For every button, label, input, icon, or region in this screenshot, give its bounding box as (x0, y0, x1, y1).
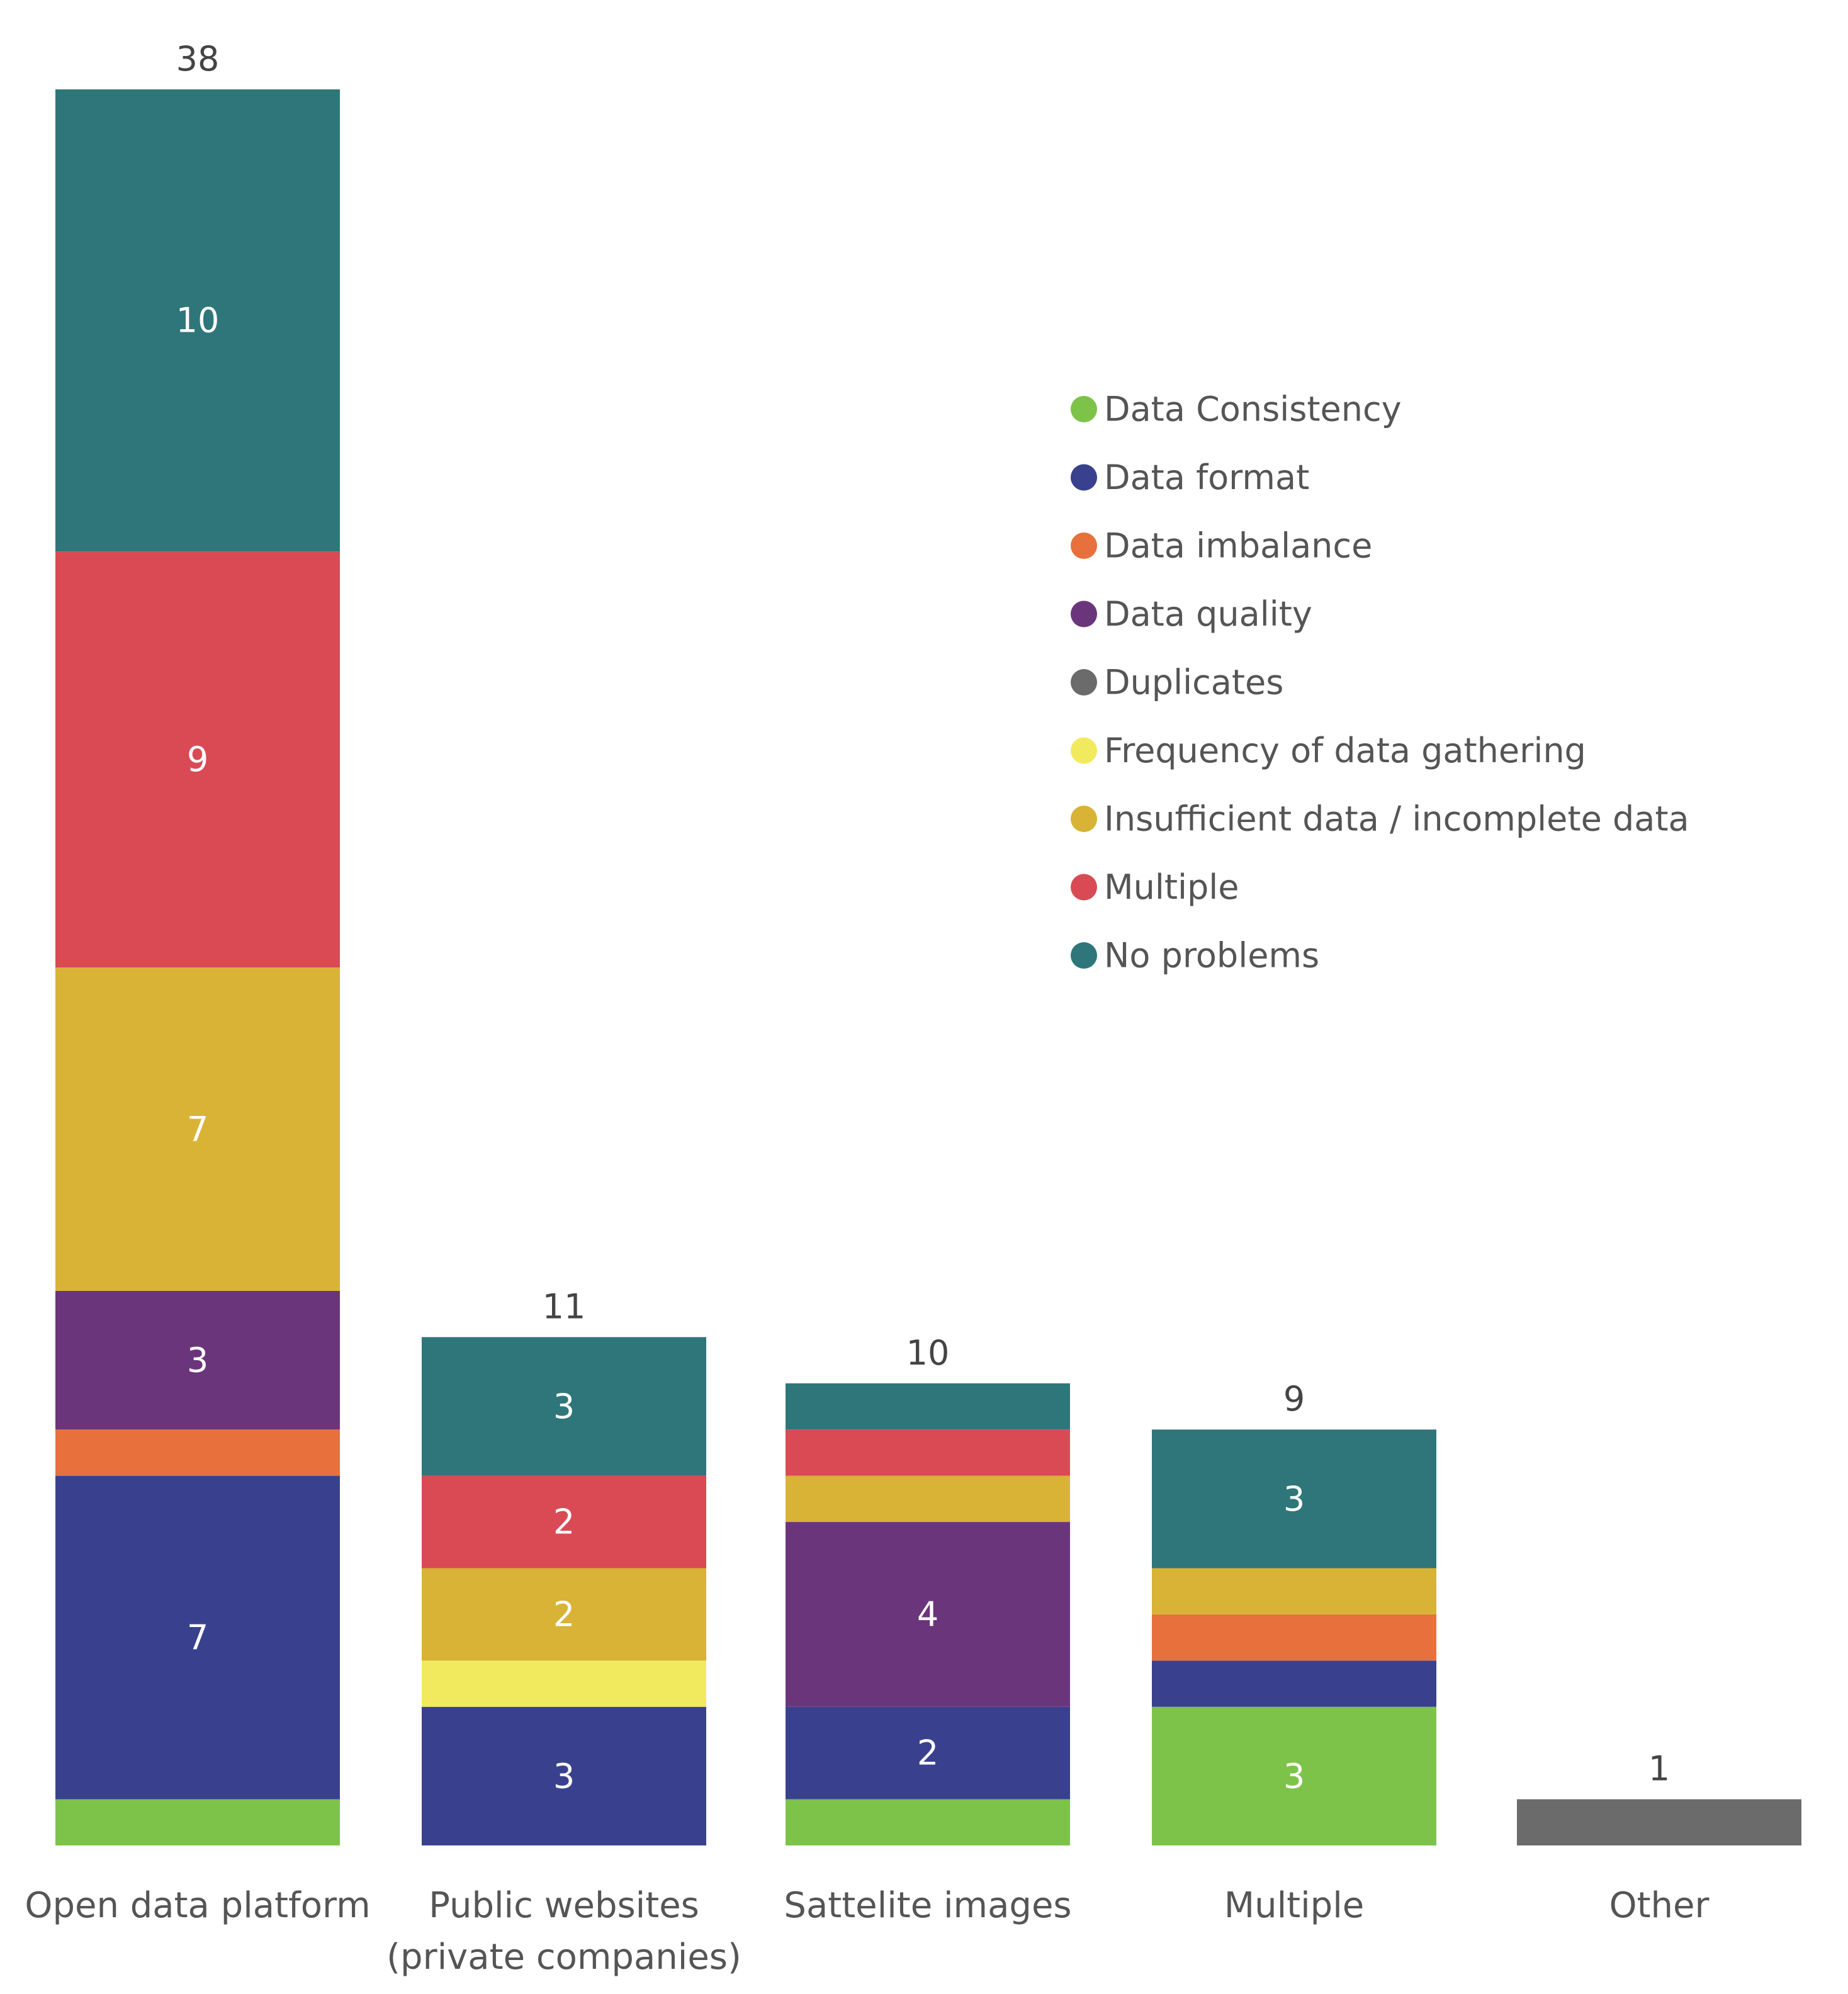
bar-segment-multiple-data-consistency (1152, 1706, 1436, 1845)
data-label-public-websites-private-companies-multiple: 2 (553, 1502, 575, 1542)
legend-marker-frequency-of-data-gathering (1071, 737, 1097, 764)
data-label-multiple-no-problems: 3 (1283, 1479, 1305, 1519)
data-label-open-data-platform-data-quality: 3 (187, 1341, 208, 1380)
category-label-public-websites-private-companies: Public websites (429, 1885, 699, 1926)
category-label-open-data-platform: Open data platform (25, 1885, 370, 1926)
data-label-sattelite-images-data-format: 2 (917, 1733, 938, 1773)
legend-label-frequency-of-data-gathering: Frequency of data gathering (1104, 731, 1586, 770)
category-label-other: Other (1609, 1885, 1710, 1926)
legend-label-duplicates: Duplicates (1104, 663, 1283, 702)
legend-marker-data-consistency (1071, 396, 1097, 422)
legend-marker-duplicates (1071, 669, 1097, 696)
bar-segment-public-websites-private-companies-no-problems (422, 1337, 706, 1476)
bar-segment-open-data-platform-multiple (55, 551, 340, 967)
legend-marker-data-format (1071, 464, 1097, 491)
total-label-other: 1 (1648, 1749, 1670, 1789)
data-label-open-data-platform-insufficient-data-incomplete-data: 7 (187, 1109, 208, 1149)
legend-label-data-quality: Data quality (1104, 594, 1312, 634)
legend-label-multiple: Multiple (1104, 867, 1239, 907)
bar-segment-sattelite-images-data-format (786, 1706, 1070, 1800)
total-label-open-data-platform: 38 (176, 39, 220, 79)
data-label-public-websites-private-companies-insufficient-data-incomplete-data: 2 (553, 1594, 575, 1634)
legend-marker-no-problems (1071, 942, 1097, 969)
legend-label-no-problems: No problems (1104, 936, 1319, 976)
data-label-public-websites-private-companies-no-problems: 3 (553, 1387, 575, 1426)
bar-segment-public-websites-private-companies-multiple (422, 1475, 706, 1569)
legend-marker-data-quality (1071, 600, 1097, 628)
bar-segment-sattelite-images-multiple (786, 1429, 1070, 1476)
data-label-multiple-data-consistency: 3 (1283, 1756, 1305, 1796)
bar-segment-other-duplicates (1517, 1799, 1801, 1845)
total-label-sattelite-images: 10 (906, 1333, 950, 1373)
bar-segment-open-data-platform-data-quality (55, 1290, 340, 1430)
bar-segment-open-data-platform-data-consistency (55, 1799, 340, 1845)
legend-label-insufficient-data-incomplete-data: Insufficient data / incomplete data (1104, 799, 1689, 839)
bar-segment-sattelite-images-data-quality (786, 1522, 1070, 1707)
total-label-public-websites-private-companies: 11 (543, 1287, 586, 1326)
category-label-sattelite-images: Sattelite images (784, 1885, 1071, 1926)
bar-segment-public-websites-private-companies-insufficient-data-incomplete-data (422, 1568, 706, 1661)
data-label-open-data-platform-multiple: 9 (187, 740, 208, 779)
bar-segment-multiple-data-imbalance (1152, 1614, 1436, 1661)
bars-group (55, 89, 1801, 1845)
legend-marker-data-imbalance (1071, 532, 1097, 559)
bar-segment-multiple-insufficient-data-incomplete-data (1152, 1568, 1436, 1614)
bar-segment-multiple-data-format (1152, 1660, 1436, 1707)
legend-label-data-imbalance: Data imbalance (1104, 526, 1372, 566)
category-label-public-websites-private-companies-line2: (private companies) (386, 1937, 741, 1978)
legend: Data Consistency Data format Data imbalanc… (1071, 390, 1689, 976)
legend-label-data-consistency: Data Consistency (1104, 390, 1402, 429)
bar-segment-sattelite-images-data-consistency (786, 1799, 1070, 1845)
data-label-public-websites-private-companies-data-format: 3 (553, 1756, 575, 1796)
data-label-open-data-platform-data-format: 7 (187, 1618, 208, 1657)
bar-segment-open-data-platform-no-problems (55, 89, 340, 552)
bar-segment-sattelite-images-insufficient-data-incomplete-data (786, 1475, 1070, 1523)
labels-group: 7 3 7 9 10 38 Open data platform 3 2 2 3 11 Public w… (25, 39, 1710, 1978)
legend-marker-multiple (1071, 874, 1097, 901)
bar-segment-multiple-no-problems (1152, 1429, 1436, 1569)
bar-segment-open-data-platform-data-format (55, 1475, 340, 1800)
bar-segment-sattelite-images-no-problems (786, 1383, 1070, 1430)
bar-segment-public-websites-private-companies-data-format (422, 1706, 706, 1845)
total-label-multiple: 9 (1283, 1379, 1305, 1419)
bar-segment-open-data-platform-insufficient-data-incomplete-data (55, 967, 340, 1291)
data-label-open-data-platform-no-problems: 10 (176, 301, 220, 341)
bar-segment-open-data-platform-data-imbalance (55, 1429, 340, 1476)
legend-label-data-format: Data format (1104, 458, 1309, 497)
category-label-multiple: Multiple (1224, 1885, 1364, 1926)
legend-marker-insufficient-data-incomplete-data (1071, 806, 1097, 832)
bar-segment-public-websites-private-companies-frequency-of-data-gathering (422, 1660, 706, 1707)
data-label-sattelite-images-data-quality: 4 (917, 1594, 938, 1634)
